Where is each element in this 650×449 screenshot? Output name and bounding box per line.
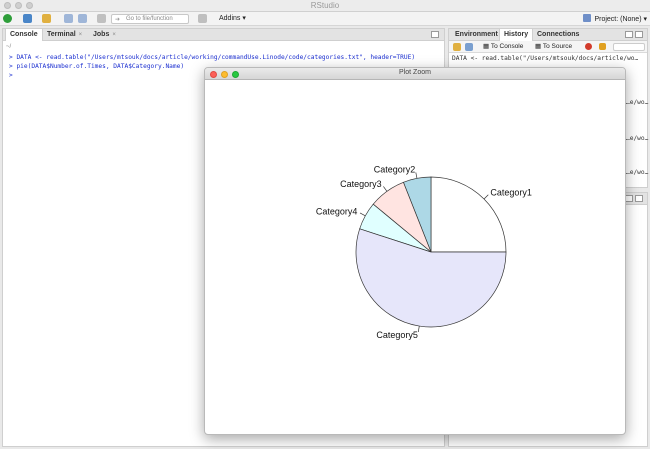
console-working-dir: ~/ [6,44,12,50]
goto-arrow-icon: ➜ [115,17,121,23]
maximize-pane-icon[interactable] [431,31,439,38]
history-line[interactable]: DATA <- read.table("/Users/mtsouk/docs/a… [452,55,639,62]
pie-label-tick [415,172,418,179]
load-history-icon[interactable] [453,43,461,51]
project-icon [582,14,591,22]
to-source-button[interactable]: ▦ To Source [535,43,573,50]
plot-zoom-button[interactable] [232,70,239,78]
app-titlebar: RStudio [0,0,650,12]
maximize-pane-icon[interactable] [635,195,643,202]
tab-console[interactable]: Console [5,29,43,41]
project-menu[interactable]: Project: (None) ▾ [582,14,647,25]
goto-file-input[interactable]: ➜ Go to file/function [111,14,189,24]
to-source-label: To Source [542,43,573,50]
close-icon[interactable]: × [112,32,116,38]
goto-placeholder: Go to file/function [126,16,173,22]
to-console-label: To Console [490,43,524,50]
remove-entry-icon[interactable] [585,43,592,50]
zoom-window-button[interactable] [26,2,33,9]
project-label: Project: (None) [594,16,642,23]
broom-icon[interactable] [599,43,606,50]
pie-label-category5: Category5 [376,330,418,340]
plot-close-button[interactable] [210,70,217,78]
tab-environment[interactable]: Environment [451,29,502,41]
env-tabs: Environment History Connections [449,29,647,41]
console-prompt[interactable]: > [9,72,17,79]
plot-zoom-window: Plot Zoom Category1 Category2 Category3 Cat… [204,67,626,435]
addins-menu[interactable]: Addins ▾ [219,14,246,24]
history-line[interactable]: …e/wo… [626,135,649,142]
workspace-panes-icon[interactable] [198,14,207,23]
close-icon[interactable]: × [78,32,83,38]
save-icon[interactable] [64,14,73,23]
pie-label-tick [483,194,489,200]
tab-history[interactable]: History [499,29,534,41]
tab-environment-label: Environment [455,31,498,38]
addins-label: Addins [219,15,241,22]
maximize-pane-icon[interactable] [635,31,643,38]
console-line: > pie(DATA$Number.of.Times, DATA$Categor… [9,63,185,70]
plot-window-title: Plot Zoom [399,69,431,76]
print-icon[interactable] [97,14,106,23]
app-title: RStudio [310,1,340,10]
save-history-icon[interactable] [465,43,473,51]
pie-label-tick [359,212,366,217]
minimize-pane-icon[interactable] [625,31,633,38]
tab-jobs-label: Jobs [93,31,110,38]
console-line: > DATA <- read.table("/Users/mtsouk/docs… [9,54,416,61]
save-all-icon[interactable] [78,14,87,23]
history-line[interactable]: …e/wo… [626,169,649,176]
history-line[interactable]: …e/wo… [626,99,649,106]
tab-jobs[interactable]: Jobs × [89,29,120,41]
pie-label-category1: Category1 [490,188,532,198]
pie-chart: Category1 Category2 Category3 Category4 Cate… [316,164,532,340]
pie-label-tick [417,326,420,333]
main-toolbar: ➜ Go to file/function Addins ▾ Project: … [0,12,650,26]
minimize-pane-icon[interactable] [625,195,633,202]
tab-connections-label: Connections [537,31,580,38]
tab-terminal-label: Terminal [47,31,76,38]
pie-label-category2: Category2 [374,164,416,174]
history-search-input[interactable] [613,43,645,51]
project-chevron-icon: ▾ [643,16,647,23]
plot-minimize-button[interactable] [221,70,228,78]
plot-titlebar: Plot Zoom [205,68,625,80]
tab-console-label: Console [10,31,38,38]
open-file-icon[interactable] [42,14,51,23]
pie-slice-category1 [430,176,507,253]
tab-connections[interactable]: Connections [533,29,583,41]
tab-terminal[interactable]: Terminal × [43,29,86,41]
history-toolbar: ▦ To Console ▦ To Source [449,41,647,53]
pie-label-category3: Category3 [340,179,382,189]
pie-label-category4: Category4 [316,207,358,217]
tab-history-label: History [504,31,529,38]
to-console-button[interactable]: ▦ To Console [483,43,524,50]
addins-chevron-icon: ▾ [242,15,246,22]
console-tabs: Console Terminal × Jobs × [3,29,444,41]
close-window-button[interactable] [4,2,11,9]
new-project-icon[interactable] [23,14,32,23]
pie-label-tick [383,186,388,192]
new-file-icon[interactable] [3,14,12,23]
minimize-window-button[interactable] [15,2,22,9]
